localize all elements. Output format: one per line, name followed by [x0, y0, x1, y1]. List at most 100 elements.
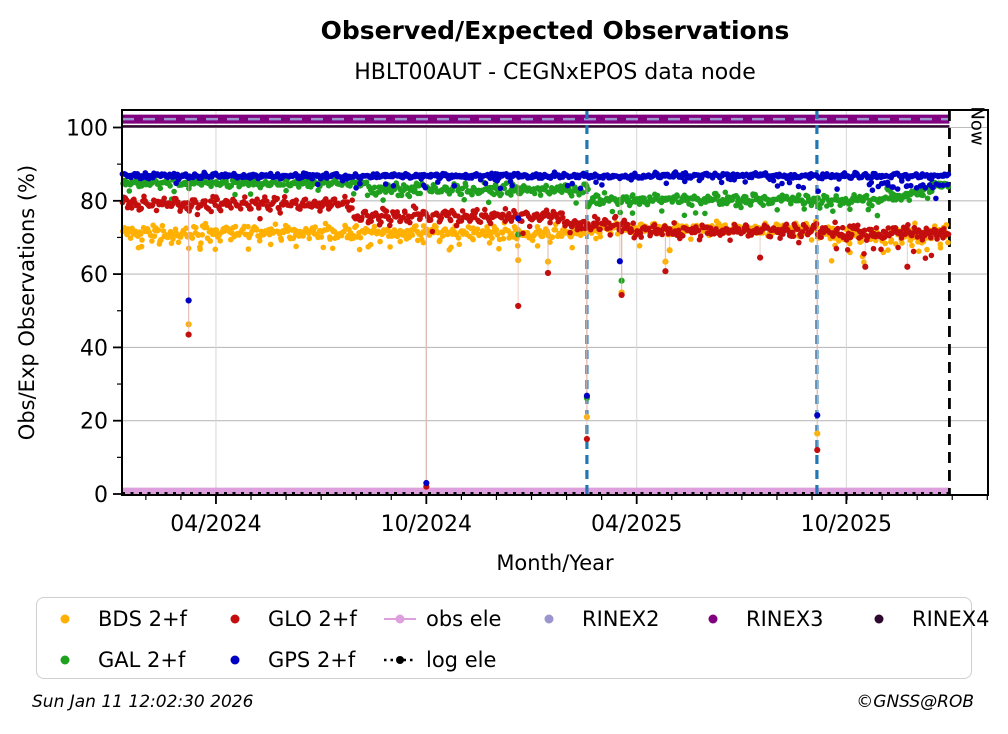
data-point [377, 238, 383, 245]
data-point [349, 205, 355, 211]
data-point [651, 222, 658, 228]
data-point [170, 236, 176, 242]
data-point [906, 197, 913, 203]
outlier-point [666, 247, 673, 254]
data-point [702, 210, 708, 217]
data-point [895, 244, 901, 251]
data-point [727, 237, 733, 243]
data-point [484, 224, 490, 230]
data-point [940, 182, 946, 188]
data-point [194, 211, 201, 218]
data-point [447, 217, 454, 224]
outlier-point [583, 435, 591, 443]
data-point [779, 180, 785, 187]
outlier-point [662, 268, 669, 275]
data-point [884, 179, 891, 186]
data-point [547, 239, 553, 245]
data-point [638, 234, 644, 240]
data-point [356, 246, 363, 253]
data-point [420, 239, 427, 246]
data-point [371, 184, 378, 191]
data-point [248, 206, 254, 212]
data-point [689, 202, 695, 209]
data-point [214, 196, 220, 203]
data-point [659, 208, 665, 214]
data-point [314, 181, 321, 188]
data-point [217, 207, 224, 214]
tick-label: 60 [80, 263, 108, 288]
dash-dot-marker-icon [384, 655, 416, 664]
outlier-point [616, 258, 623, 265]
data-point [302, 196, 309, 203]
data-point [944, 181, 951, 188]
data-point [496, 245, 502, 252]
data-point [585, 186, 591, 193]
data-point [159, 222, 166, 229]
outlier-point [814, 412, 821, 419]
data-point [371, 223, 378, 230]
data-point [482, 206, 488, 213]
data-point [138, 243, 145, 250]
data-point [774, 207, 780, 213]
data-point [398, 192, 405, 199]
data-point [487, 220, 494, 227]
data-point [183, 225, 189, 231]
dot-marker-icon [874, 614, 884, 623]
data-point [577, 185, 584, 192]
dot-marker-icon [544, 614, 554, 623]
data-point [344, 199, 351, 205]
data-point [659, 231, 665, 238]
data-point [920, 192, 926, 199]
data-point [770, 177, 777, 184]
data-point [567, 229, 573, 236]
data-point [832, 219, 838, 226]
data-point [508, 192, 514, 198]
data-point [149, 238, 155, 244]
data-point [593, 179, 599, 185]
data-point [168, 240, 175, 247]
data-point [924, 246, 930, 253]
data-point [153, 207, 160, 214]
data-point [742, 179, 748, 185]
data-point [435, 179, 441, 185]
data-point [594, 220, 600, 227]
data-point [427, 217, 434, 223]
data-point [928, 252, 935, 259]
data-point [440, 233, 446, 239]
legend-label: BDS 2+f [98, 606, 187, 631]
data-point [799, 229, 806, 235]
data-point [461, 196, 468, 203]
tick-label: 10/2025 [801, 512, 892, 537]
data-point [760, 202, 766, 208]
outlier-point [757, 254, 764, 261]
data-point [861, 227, 868, 234]
data-point [873, 225, 880, 231]
data-point [255, 205, 262, 211]
data-point [795, 226, 801, 232]
data-point [790, 233, 797, 239]
data-point [808, 237, 815, 243]
data-point [327, 236, 333, 242]
data-point [139, 237, 145, 243]
data-point [342, 193, 348, 200]
data-point [126, 188, 133, 194]
data-point [486, 240, 493, 246]
data-point [451, 183, 458, 189]
data-point [869, 187, 876, 193]
data-point [536, 227, 543, 234]
data-point [212, 246, 219, 253]
data-point [267, 207, 273, 213]
data-point [855, 222, 861, 229]
data-point [382, 181, 389, 187]
data-point [813, 220, 820, 227]
data-point [612, 213, 619, 220]
data-point [722, 189, 729, 196]
data-point [922, 255, 929, 261]
data-point [934, 236, 940, 242]
data-point [477, 219, 484, 225]
data-point [378, 219, 384, 225]
data-point [280, 182, 287, 188]
data-point [380, 197, 386, 203]
data-point [529, 237, 536, 244]
data-point [818, 234, 824, 240]
